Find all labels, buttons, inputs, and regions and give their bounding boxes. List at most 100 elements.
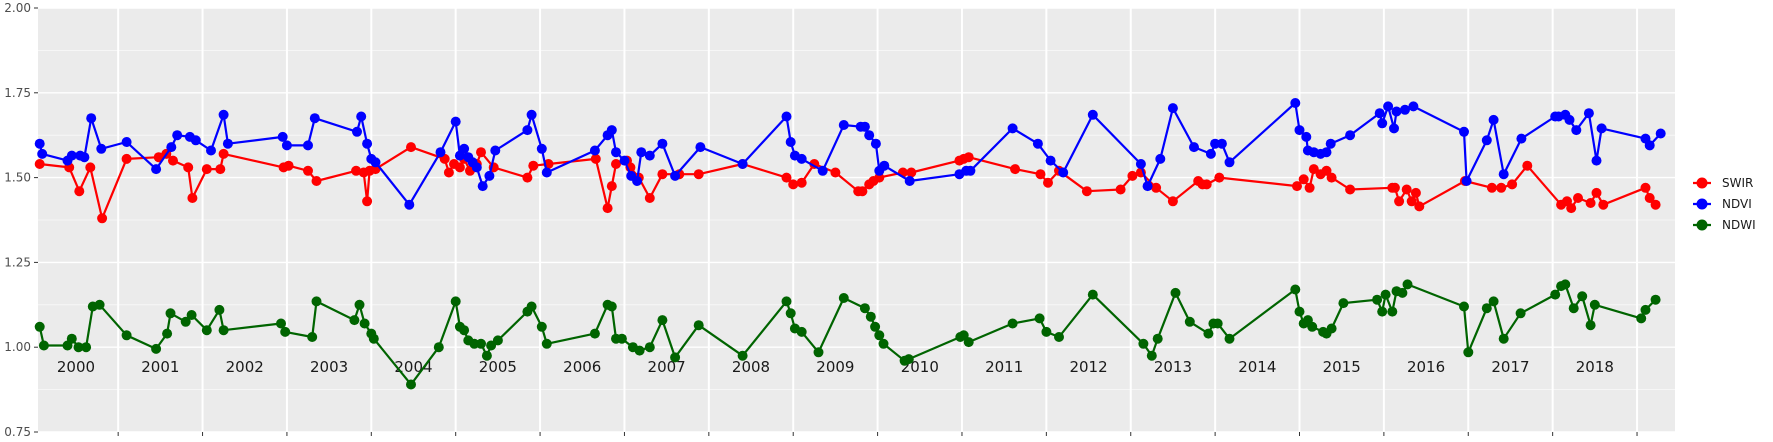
legend-label-swir: SWIR	[1722, 176, 1753, 190]
ndvi-point	[277, 131, 288, 142]
swir-point	[1389, 182, 1400, 193]
legend-key-ndvi	[1696, 198, 1708, 210]
ndwi-point	[606, 301, 617, 312]
year-label: 2018	[1576, 358, 1614, 376]
ndwi-point	[433, 342, 444, 353]
swir-point	[1010, 164, 1021, 175]
ndvi-point	[151, 164, 162, 175]
ndvi-point	[1290, 98, 1301, 108]
ndwi-point	[1041, 326, 1052, 337]
ndwi-point	[1498, 333, 1509, 344]
swir-point	[218, 148, 229, 159]
ndwi-point	[1372, 294, 1383, 305]
ndvi-point	[206, 145, 216, 156]
ndvi-point	[1377, 118, 1388, 129]
swir-point	[857, 186, 868, 197]
ndvi-point	[1389, 123, 1399, 134]
swir-point	[85, 162, 96, 173]
swir-point	[644, 193, 655, 203]
ndvi-point	[459, 143, 470, 154]
ndwi-point	[1515, 308, 1526, 319]
y-tick-label: 1.25	[4, 255, 31, 269]
ndwi-point	[81, 342, 92, 353]
ndvi-point	[1321, 147, 1332, 158]
ndwi-point	[1203, 328, 1214, 339]
year-label: 2011	[985, 358, 1023, 376]
year-label: 2000	[57, 358, 95, 376]
year-label: 2015	[1323, 358, 1361, 376]
ndvi-point	[1294, 125, 1305, 136]
ndwi-point	[476, 338, 486, 349]
ndwi-point	[1034, 313, 1045, 324]
ndvi-point	[644, 150, 655, 161]
ndvi-point	[362, 138, 373, 149]
year-label: 2009	[816, 358, 854, 376]
swir-point	[1394, 196, 1405, 207]
ndvi-point	[490, 145, 501, 156]
ndwi-point	[354, 299, 365, 310]
swir-point	[1345, 184, 1356, 195]
legend: SWIR NDVI NDWI	[1693, 176, 1756, 232]
swir-point	[528, 160, 539, 171]
ndvi-series	[34, 98, 1666, 210]
ndwi-point	[201, 325, 212, 336]
ndwi-point	[634, 345, 645, 356]
swir-point	[1591, 187, 1602, 198]
ndwi-point	[813, 347, 824, 358]
ndwi-point	[121, 330, 132, 341]
ndvi-point	[1045, 155, 1056, 166]
ndwi-point	[1387, 306, 1398, 317]
swir-point	[34, 159, 45, 169]
year-label: 2001	[141, 358, 179, 376]
ndwi-point	[870, 321, 881, 332]
ndvi-point	[1591, 155, 1602, 166]
ndvi-point	[965, 165, 976, 176]
ndwi-point	[1402, 279, 1413, 290]
ndwi-point	[492, 335, 503, 346]
ndwi-point	[34, 321, 45, 332]
ndvi-point	[190, 135, 201, 146]
ndvi-point	[1644, 140, 1655, 151]
swir-point	[1151, 182, 1162, 193]
legend-key-ndwi	[1696, 219, 1708, 231]
ndvi-point	[904, 176, 915, 186]
ndvi-point	[404, 199, 415, 210]
swir-point	[1401, 184, 1412, 195]
swir-point	[602, 203, 613, 214]
ndwi-point	[1377, 306, 1388, 317]
ndvi-point	[471, 162, 482, 173]
ndvi-point	[1481, 135, 1492, 146]
y-tick-label: 0.75	[4, 425, 31, 439]
swir-point	[1298, 174, 1309, 185]
ndvi-point	[309, 113, 320, 124]
year-label: 2006	[563, 358, 601, 376]
swir-point	[906, 167, 917, 178]
ndwi-point	[589, 328, 600, 339]
ndwi-point	[1152, 333, 1163, 344]
ndwi-point	[38, 340, 49, 351]
ndwi-point	[1459, 301, 1469, 312]
ndwi-point	[162, 328, 173, 339]
ndvi-point	[1205, 148, 1216, 159]
ndvi-point	[222, 138, 233, 149]
ndwi-point	[1184, 316, 1195, 327]
swir-point	[781, 172, 792, 183]
ndwi-point	[1589, 299, 1600, 310]
swir-point	[590, 153, 601, 164]
swir-point	[1304, 182, 1315, 193]
ndwi-point	[280, 326, 291, 337]
ndvi-point	[1596, 123, 1607, 134]
ndvi-point	[356, 111, 367, 122]
swir-point	[351, 165, 362, 176]
ndvi-point	[657, 138, 668, 149]
ndvi-point	[611, 147, 621, 158]
year-label: 2012	[1069, 358, 1107, 376]
swir-point	[1644, 193, 1655, 203]
swir-point	[693, 169, 704, 180]
ndvi-point	[1655, 128, 1666, 139]
ndvi-point	[370, 157, 381, 168]
y-tick-label: 1.50	[4, 171, 31, 185]
ndwi-point	[359, 318, 370, 329]
ndvi-point	[1571, 125, 1582, 136]
